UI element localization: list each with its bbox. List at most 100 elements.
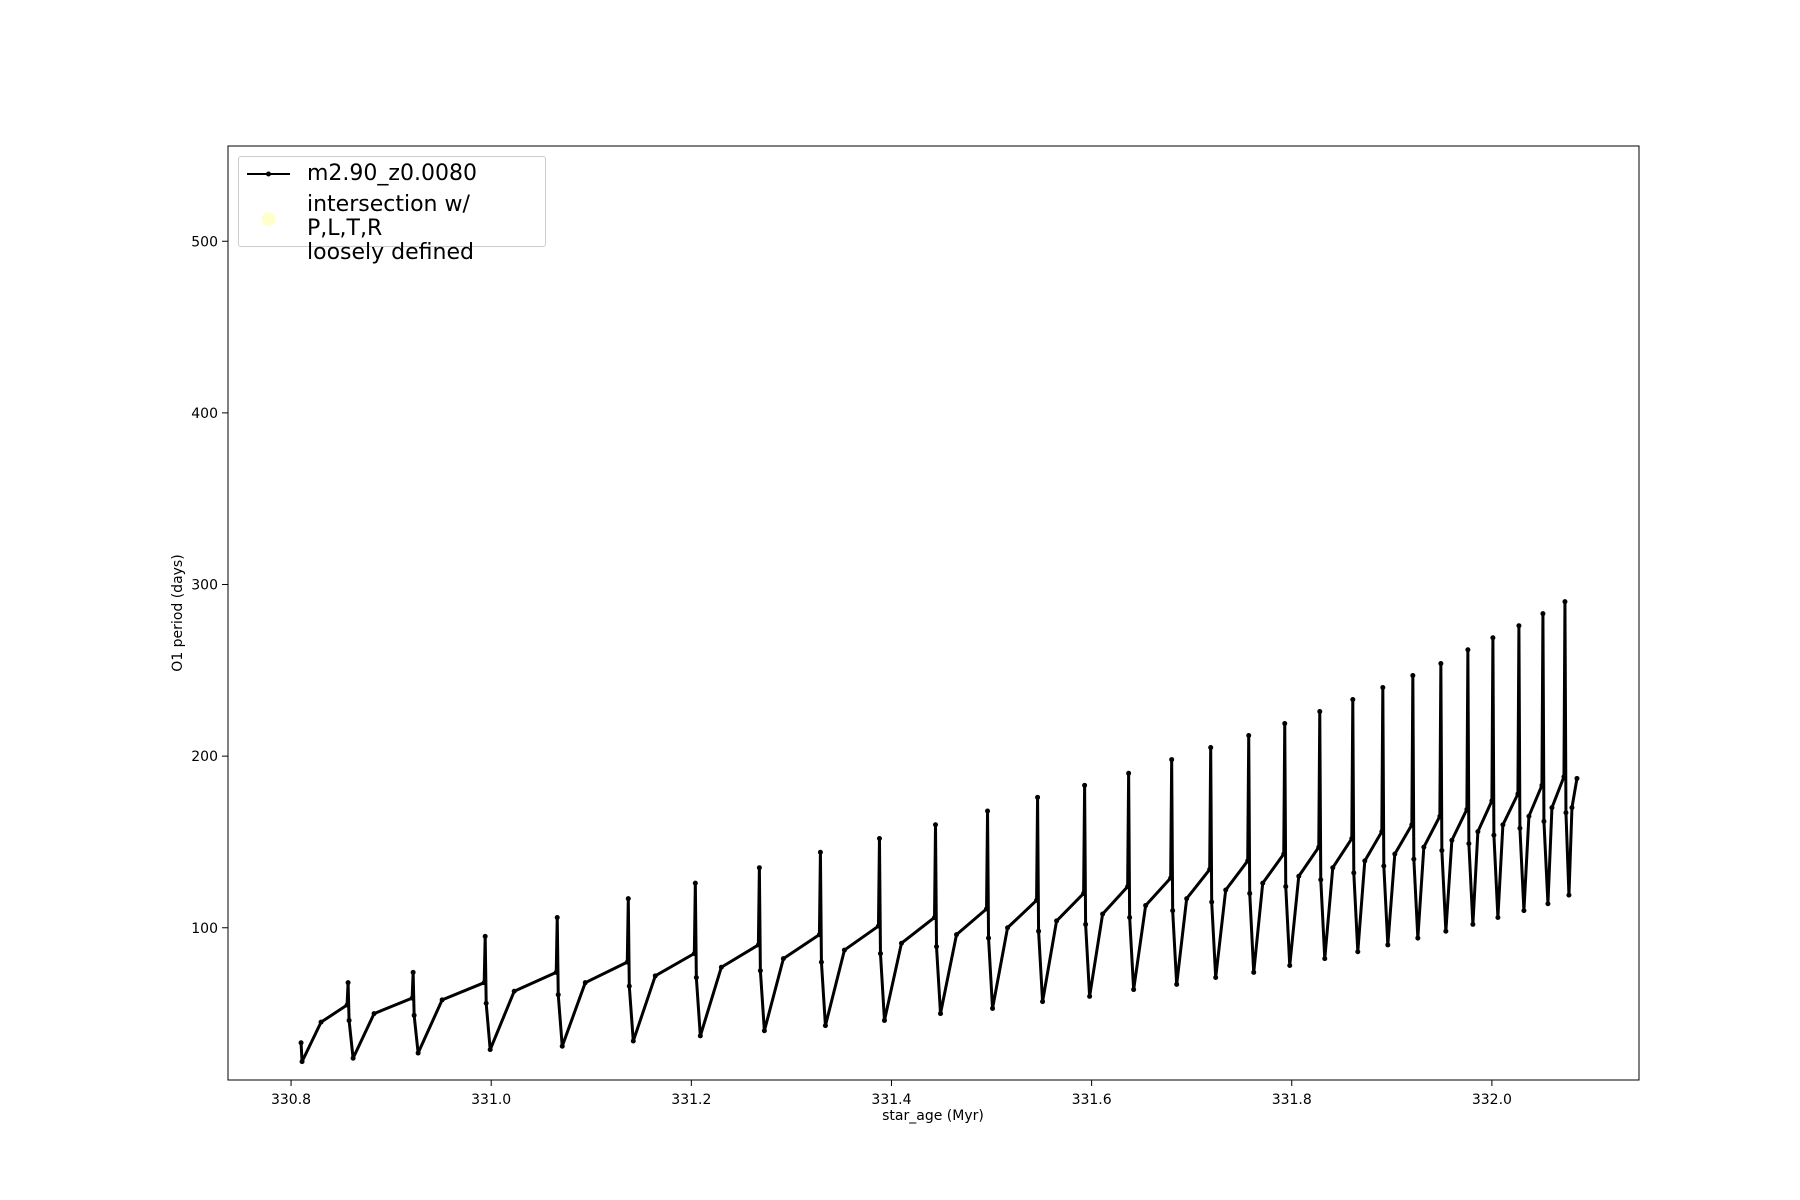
y-axis-label: O1 period (days) [170,554,186,671]
point [1083,921,1089,927]
point [559,1043,565,1049]
point [1184,896,1190,902]
point [1170,908,1176,914]
point [439,997,445,1003]
point [415,1050,421,1056]
point [1415,935,1421,941]
point [624,959,630,965]
point [817,849,823,855]
point [1411,856,1417,862]
x-tick-label: 331.0 [471,1092,511,1108]
point [481,980,487,986]
point [692,880,698,886]
point [1246,733,1252,739]
point [1087,993,1093,999]
point [411,1012,417,1018]
point [985,808,991,814]
point [1465,647,1471,653]
point [1169,757,1175,763]
point [1131,987,1137,993]
point [1081,890,1087,896]
x-tick-label: 331.6 [1072,1092,1112,1108]
point [1168,875,1174,881]
point [553,969,559,975]
point [1318,877,1324,883]
x-tick-label: 330.8 [271,1092,311,1108]
point [1054,918,1060,924]
legend-marker [261,212,276,226]
point [1281,851,1287,857]
point [482,933,488,939]
point [1316,844,1322,850]
point [818,959,824,965]
point [990,1005,996,1011]
series [298,599,1580,1065]
point [1351,870,1357,876]
point [1574,775,1580,781]
point [1392,851,1398,857]
point [1213,975,1219,981]
y-tick-label: 500 [191,234,218,250]
point [1223,887,1229,893]
point [1439,848,1445,854]
point [1143,902,1149,908]
point [757,968,763,974]
point [1208,745,1214,751]
x-tick-label: 331.2 [671,1092,711,1108]
point [1475,829,1481,835]
point [1174,981,1180,987]
point [1526,813,1532,819]
point [1082,782,1088,788]
point [1490,635,1496,641]
point [1449,837,1455,843]
point [1470,921,1476,927]
point [1282,721,1288,727]
point [984,906,990,912]
point [1515,791,1521,797]
point [1385,942,1391,948]
point [1410,672,1416,678]
point [1381,863,1387,869]
point [691,951,697,957]
x-tick-label: 331.4 [871,1092,911,1108]
point [1251,969,1257,975]
point [1350,697,1356,703]
point [1349,836,1355,842]
x-axis-label: star_age (Myr) [882,1108,984,1124]
point [881,1017,887,1023]
point [487,1047,493,1053]
point [877,951,883,957]
point [1209,899,1215,905]
point [876,836,882,842]
point [630,1038,636,1044]
point [1379,829,1385,835]
point [1362,858,1368,864]
point [344,1002,350,1008]
point [1443,928,1449,934]
point [816,932,822,938]
point [755,942,761,948]
point [1539,782,1545,788]
point [298,1040,304,1046]
point [511,988,517,994]
point [1569,805,1575,811]
point [1005,925,1011,931]
legend-label: m2.90_z0.0080 [307,161,477,186]
point [1521,908,1527,914]
y-tick-label: 400 [191,406,218,422]
point [409,995,415,1001]
point [1322,956,1328,962]
point [761,1028,767,1034]
point [1500,822,1506,828]
point [693,975,699,981]
point [1464,806,1470,812]
legend-keys [247,171,290,226]
point [371,1011,377,1017]
point [756,865,762,871]
point [1466,841,1472,847]
point [1517,825,1523,831]
point [410,969,416,975]
point [1125,884,1131,890]
point [625,896,631,902]
point [626,983,632,989]
